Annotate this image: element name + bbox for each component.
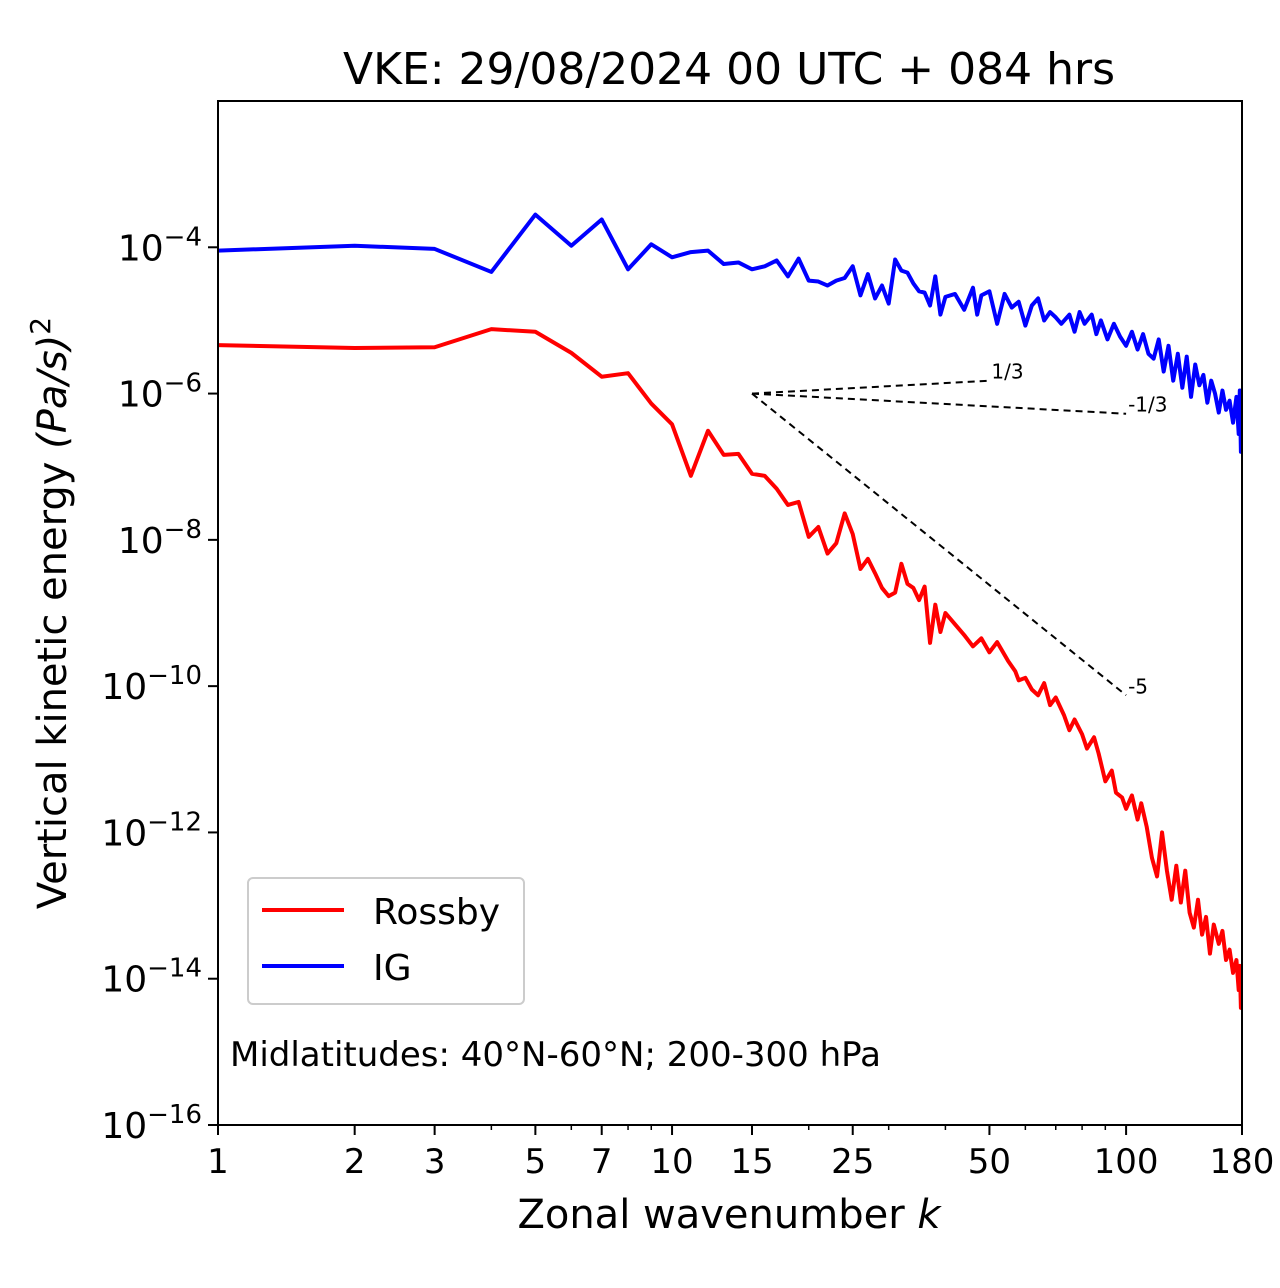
x-tick-label: 50	[968, 1142, 1011, 1182]
x-tick-label: 180	[1210, 1142, 1275, 1182]
slope-line	[751, 392, 1127, 415]
y-axis-label-unit: (Pa/s)	[30, 335, 76, 449]
y-tick-label: 10−16	[101, 1100, 202, 1147]
y-axis-label: Vertical kinetic energy (Pa/s)2	[24, 317, 76, 909]
x-tick-label: 7	[591, 1142, 613, 1182]
reference-slopes: 1/3 -1/3 -5	[751, 360, 1168, 698]
x-axis-label-text: Zonal wavenumber	[517, 1192, 905, 1238]
x-tick-label: 25	[831, 1142, 874, 1182]
chart-title: VKE: 29/08/2024 00 UTC + 084 hrs	[343, 44, 1115, 95]
y-tick-label: 10−12	[101, 807, 202, 854]
y-axis-label-exp: 2	[24, 317, 57, 335]
legend: Rossby IG	[247, 877, 525, 1005]
slope-label: -1/3	[1128, 393, 1167, 417]
slope-label: -5	[1128, 674, 1148, 698]
x-tick-label: 100	[1094, 1142, 1159, 1182]
series-line-rossby	[218, 327, 1242, 1010]
x-tick-label: 10	[650, 1142, 693, 1182]
x-tick-label: 1	[207, 1142, 229, 1182]
x-axis: 1 2 3 5 7 10 15 25 50 100 180	[207, 1125, 1274, 1182]
series-ig	[218, 212, 1242, 454]
series-rossby	[218, 327, 1242, 1010]
slope-label: 1/3	[991, 360, 1023, 384]
x-tick-label: 2	[344, 1142, 366, 1182]
y-tick-label: 10−6	[118, 369, 202, 416]
slope-line	[751, 379, 990, 395]
y-tick-label: 10−4	[118, 222, 202, 269]
y-axis: 10−4 10−6 10−8 10−10 10−12 10−14 10−16	[101, 222, 218, 1147]
series-layer	[218, 212, 1242, 1010]
legend-rossby-label: Rossby	[373, 892, 500, 933]
x-axis-label-var: k	[917, 1192, 942, 1238]
y-tick-label: 10−8	[118, 515, 202, 562]
x-axis-label: Zonal wavenumber k	[517, 1192, 942, 1238]
region-annotation: Midlatitudes: 40°N-60°N; 200-300 hPa	[230, 1035, 881, 1075]
y-tick-label: 10−14	[101, 954, 202, 1001]
slope-line	[751, 392, 1127, 697]
x-tick-label: 3	[424, 1142, 446, 1182]
y-axis-label-text: Vertical kinetic energy	[30, 462, 76, 910]
x-tick-label: 15	[730, 1142, 773, 1182]
y-tick-label: 10−10	[101, 661, 202, 708]
legend-ig-label: IG	[373, 948, 412, 989]
plot-frame	[217, 100, 1243, 1126]
x-tick-label: 5	[525, 1142, 547, 1182]
